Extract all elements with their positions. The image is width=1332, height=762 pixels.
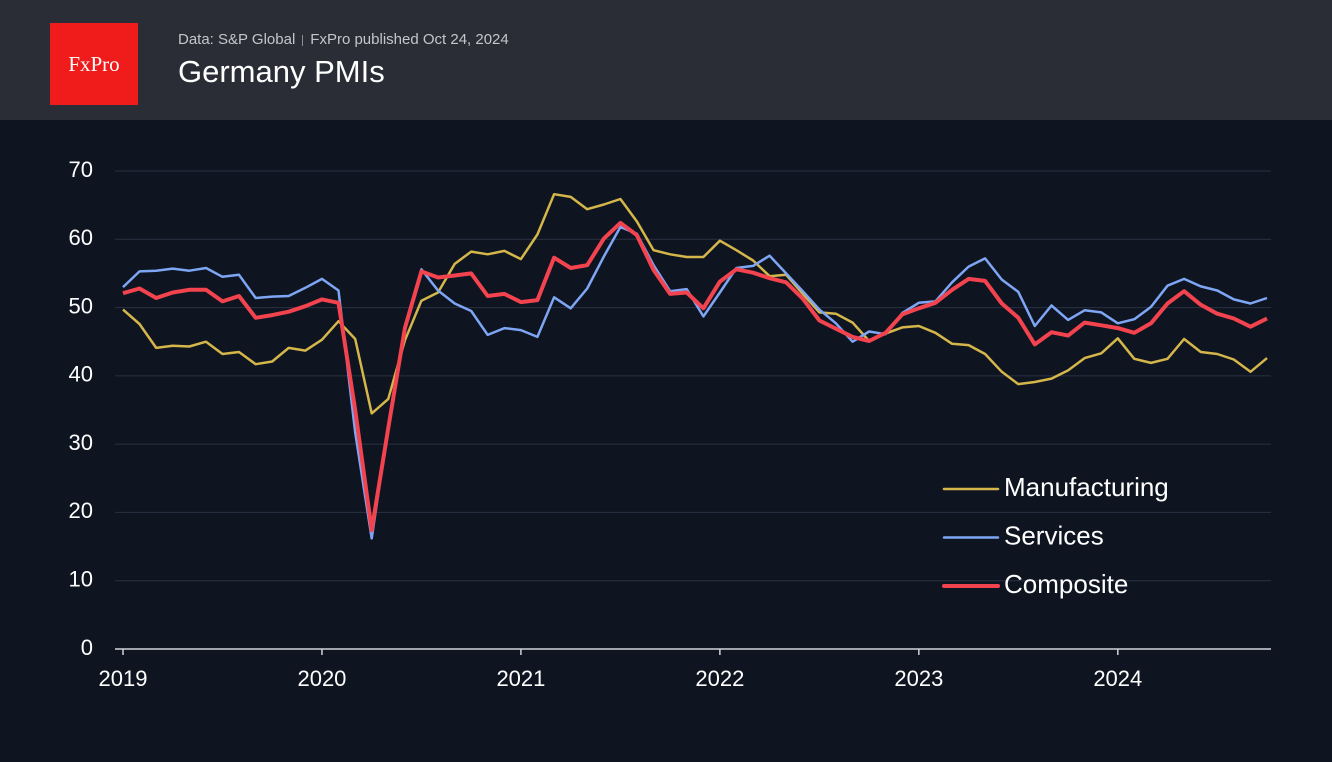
header: FxPro Data: S&P Global FxPro published Oc… bbox=[0, 0, 1332, 120]
source: Data: S&P Global bbox=[178, 31, 296, 48]
subtitle: Data: S&P Global FxPro published Oct 24, … bbox=[178, 31, 509, 48]
series-line bbox=[122, 192, 1268, 415]
y-tick-label: 40 bbox=[69, 362, 93, 387]
y-tick-label: 10 bbox=[69, 567, 93, 592]
published: FxPro published Oct 24, 2024 bbox=[310, 31, 509, 48]
legend-label: Composite bbox=[1004, 569, 1128, 599]
legend-label: Services bbox=[1004, 520, 1104, 550]
y-tick-label: 20 bbox=[69, 498, 93, 523]
logo: FxPro bbox=[50, 23, 138, 105]
x-tick-label: 2021 bbox=[496, 666, 545, 691]
x-tick-label: 2019 bbox=[99, 666, 148, 691]
y-tick-label: 0 bbox=[81, 635, 93, 660]
x-tick-label: 2022 bbox=[695, 666, 744, 691]
legend-label: Manufacturing bbox=[1004, 472, 1169, 502]
x-tick-label: 2024 bbox=[1093, 666, 1142, 691]
y-tick-label: 30 bbox=[69, 430, 93, 455]
series-line bbox=[122, 220, 1268, 533]
x-tick-label: 2023 bbox=[894, 666, 943, 691]
y-tick-label: 50 bbox=[69, 293, 93, 318]
chart-title: Germany PMIs bbox=[178, 54, 385, 89]
y-tick-label: 70 bbox=[69, 157, 93, 182]
x-tick-label: 2020 bbox=[297, 666, 346, 691]
y-tick-label: 60 bbox=[69, 225, 93, 250]
